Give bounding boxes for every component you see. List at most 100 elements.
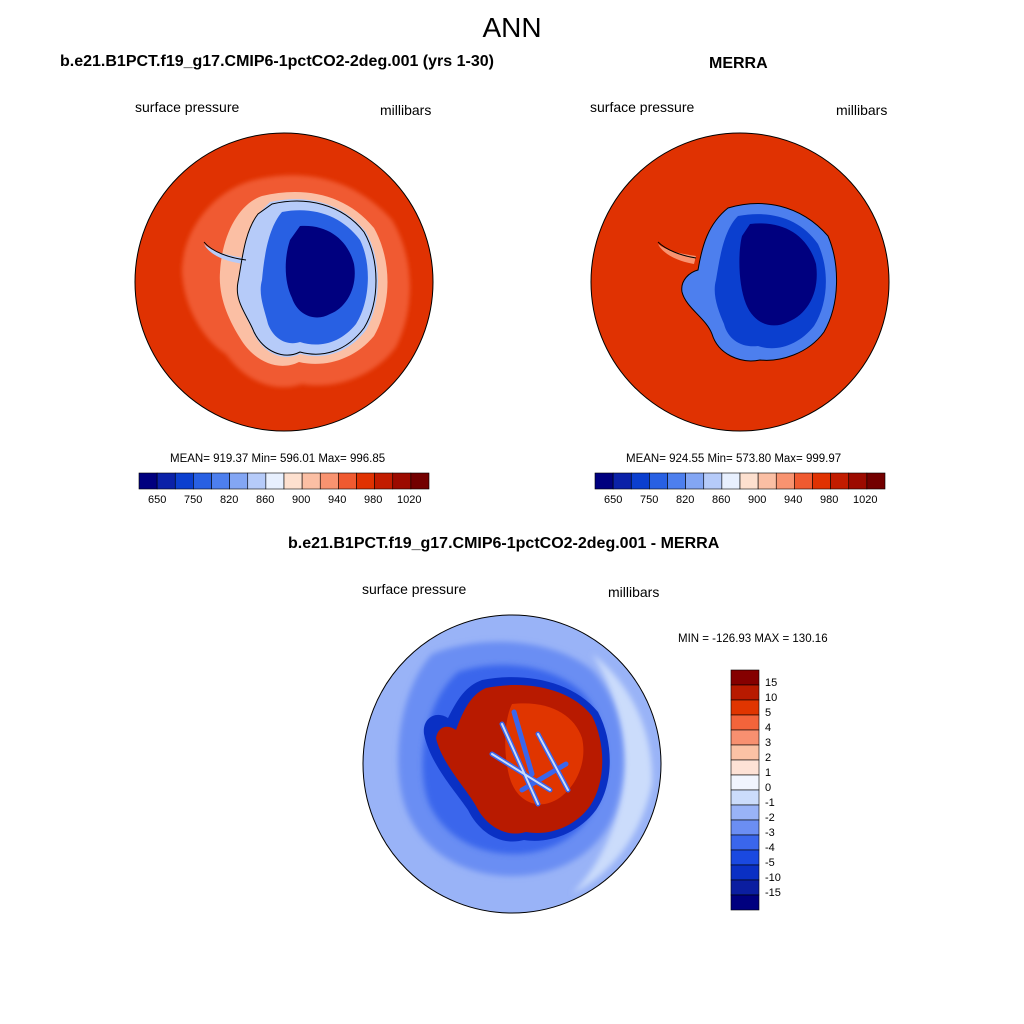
panel2-colorbar-label: 860 — [712, 494, 731, 506]
panel2-peninsula — [658, 244, 696, 264]
panel1-title: b.e21.B1PCT.f19_g17.CMIP6-1pctCO2-2deg.0… — [60, 53, 494, 70]
panel3-colorbar — [730, 669, 760, 911]
panel1-colorbar-label: 980 — [364, 494, 383, 506]
panel2-colorbar-label: 1020 — [853, 494, 878, 506]
colorbar-cell — [794, 472, 813, 490]
panel2-polar-map — [590, 132, 890, 432]
panel3-minmax: MIN = -126.93 MAX = 130.16 — [678, 633, 828, 645]
panel2-colorbar-label: 820 — [676, 494, 695, 506]
colorbar-cell — [730, 759, 760, 776]
colorbar-cell — [392, 472, 412, 490]
panel3-colorbar-label: 0 — [765, 782, 772, 794]
colorbar-cell — [703, 472, 723, 490]
panel2-stats: MEAN= 924.55 Min= 573.80 Max= 999.97 — [626, 453, 842, 465]
colorbar-cell — [721, 472, 741, 490]
panel3-map-border — [362, 614, 662, 914]
panel1-coastline — [203, 200, 377, 356]
colorbar-cell — [730, 894, 760, 911]
panel2-coastline — [657, 203, 838, 362]
panel2-colorbar-label: 650 — [604, 494, 623, 506]
colorbar-cell — [649, 472, 668, 490]
panel3-units-label: millibars — [608, 584, 660, 600]
panel1-colorbar-label: 900 — [292, 494, 311, 506]
panel2-colorbar-label: 900 — [748, 494, 767, 506]
colorbar-cell — [211, 472, 230, 490]
colorbar-cell — [730, 834, 760, 851]
panel1-colorbar-label: 750 — [184, 494, 203, 506]
panel2-map-border — [590, 132, 890, 432]
panel2-colorbar — [594, 472, 886, 490]
colorbar-cell — [739, 472, 759, 490]
colorbar-cell — [138, 472, 158, 490]
colorbar-cell — [193, 472, 212, 490]
panel3-colorbar-label: 4 — [765, 722, 772, 734]
colorbar-cell — [174, 472, 194, 490]
panel1-colorbar-label: 820 — [220, 494, 239, 506]
panel1-colorbar-label: 860 — [256, 494, 275, 506]
panel2-colorbar-label: 750 — [640, 494, 659, 506]
colorbar-cell — [730, 864, 760, 881]
colorbar-cell — [338, 472, 357, 490]
colorbar-cell — [730, 699, 760, 716]
panel1-map-border — [134, 132, 434, 432]
panel2-units-label: millibars — [836, 102, 888, 118]
colorbar-cell — [730, 684, 760, 701]
panel1-colorbar-label: 1020 — [397, 494, 422, 506]
panel3-colorbar-label: -2 — [765, 812, 775, 824]
colorbar-cell — [356, 472, 375, 490]
colorbar-cell — [319, 472, 339, 490]
panel2-colorbar-label: 980 — [820, 494, 839, 506]
panel1-ice-sheet-core — [285, 225, 355, 318]
panel3-colorbar-label: -15 — [765, 887, 781, 899]
colorbar-cell — [866, 472, 886, 490]
colorbar-cell — [410, 472, 430, 490]
panel2-title: MERRA — [709, 55, 768, 72]
panel1-units-label: millibars — [380, 102, 432, 118]
panel3-ocean-band-light — [572, 654, 653, 894]
panel1-variable-label: surface pressure — [135, 99, 240, 115]
panel3-colorbar-label: 2 — [765, 752, 772, 764]
panel3-colorbar-label: 3 — [765, 737, 772, 749]
panel3-colorbar-label: -4 — [765, 842, 775, 854]
colorbar-cell — [848, 472, 868, 490]
colorbar-cell — [229, 472, 249, 490]
colorbar-cell — [830, 472, 850, 490]
colorbar-cell — [247, 472, 267, 490]
panel3-colorbar-label: 10 — [765, 692, 778, 704]
colorbar-cell — [156, 472, 176, 490]
colorbar-cell — [730, 819, 760, 836]
colorbar-cell — [265, 472, 285, 490]
colorbar-cell — [730, 729, 760, 746]
panel3-colorbar-label: -5 — [765, 857, 775, 869]
colorbar-cell — [730, 879, 760, 896]
colorbar-cell — [730, 789, 760, 806]
colorbar-cell — [630, 472, 650, 490]
panel1-stats: MEAN= 919.37 Min= 596.01 Max= 996.85 — [170, 453, 386, 465]
panel3-colorbar-label: -3 — [765, 827, 775, 839]
colorbar-cell — [730, 849, 760, 866]
colorbar-cell — [594, 472, 614, 490]
figure-title: ANN — [482, 12, 542, 43]
panel3-colorbar-label: 5 — [765, 707, 772, 719]
colorbar-cell — [612, 472, 632, 490]
panel2-variable-label: surface pressure — [590, 99, 695, 115]
panel3-title: b.e21.B1PCT.f19_g17.CMIP6-1pctCO2-2deg.0… — [288, 535, 720, 552]
panel1-polar-map — [134, 132, 434, 432]
colorbar-cell — [730, 744, 760, 761]
panel3-colorbar-label: -10 — [765, 872, 781, 884]
colorbar-cell — [757, 472, 777, 490]
panel3-colorbar-label: 1 — [765, 767, 772, 779]
colorbar-cell — [730, 804, 760, 821]
panel2-ice-sheet-core — [739, 223, 817, 326]
colorbar-cell — [730, 714, 760, 731]
panel3-negative-streaks-light — [491, 723, 569, 805]
colorbar-cell — [730, 774, 760, 791]
colorbar-cell — [667, 472, 686, 490]
panel3-variable-label: surface pressure — [362, 581, 467, 597]
colorbar-cell — [775, 472, 795, 490]
colorbar-cell — [685, 472, 705, 490]
colorbar-cell — [730, 669, 760, 686]
colorbar-cell — [374, 472, 394, 490]
colorbar-cell — [301, 472, 321, 490]
colorbar-cell — [812, 472, 831, 490]
